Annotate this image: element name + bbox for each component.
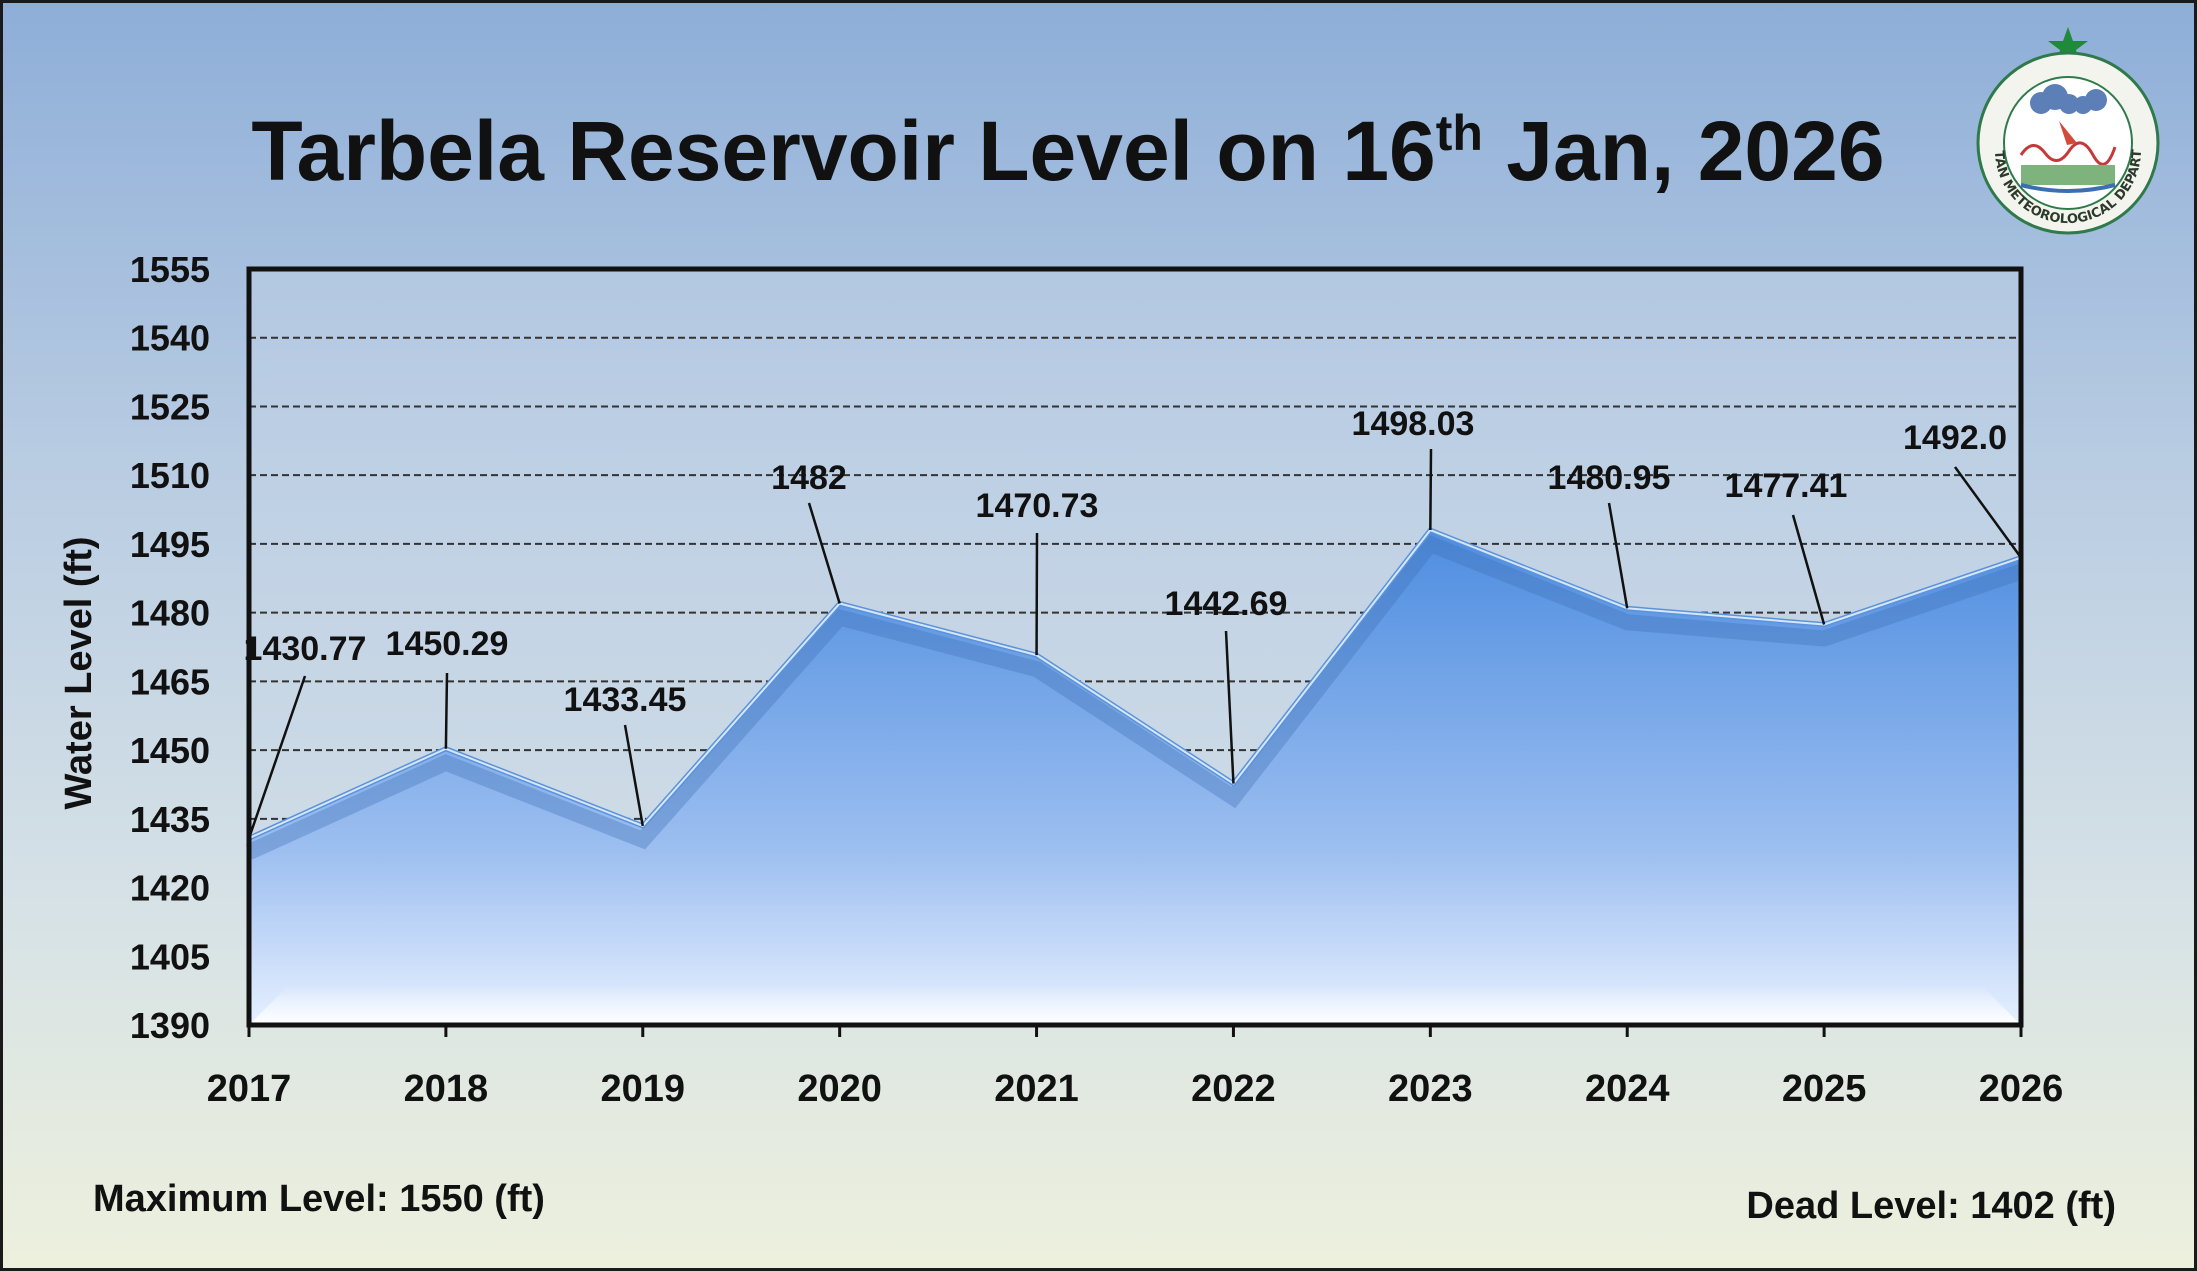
title-superscript: th <box>1435 105 1483 161</box>
y-tick-label: 1435 <box>130 799 210 840</box>
data-label: 1480.95 <box>1548 459 1671 497</box>
x-tick-label: 2023 <box>1388 1068 1473 1110</box>
chart-plot: 1390 1405 1420 1435 1450 1465 1480 1495 1510 1525… <box>58 249 2064 1110</box>
data-labels: 1430.77 1450.29 1433.45 1482 1470.73 1442.69 1… <box>244 405 2007 719</box>
y-tick-label: 1525 <box>130 386 210 427</box>
area-edge-highlight <box>248 529 2022 840</box>
y-tick-label: 1555 <box>130 249 210 290</box>
x-tick-label: 2026 <box>1979 1068 2064 1110</box>
x-tick-label: 2024 <box>1585 1068 1670 1110</box>
data-label: 1498.03 <box>1352 405 1475 443</box>
data-label: 1482 <box>771 459 847 497</box>
dead-level-note: Dead Level: 1402 (ft) <box>1746 1185 2116 1227</box>
title-prefix: Tarbela Reservoir Level on 16 <box>251 104 1436 198</box>
leader-line <box>1607 502 1629 609</box>
axes <box>246 266 2024 1037</box>
x-tick-label: 2017 <box>207 1068 292 1110</box>
label-leaders <box>247 448 2023 839</box>
data-label: 1477.41 <box>1725 467 1848 505</box>
data-label: 1442.69 <box>1165 585 1288 623</box>
y-tick-labels: 1390 1405 1420 1435 1450 1465 1480 1495 1510 1525… <box>130 249 210 1046</box>
y-axis-title: Water Level (ft) <box>58 536 100 809</box>
y-tick-label: 1510 <box>130 455 210 496</box>
data-label: 1433.45 <box>564 681 687 719</box>
leader-line <box>623 724 645 827</box>
data-label: 1430.77 <box>244 630 367 668</box>
y-tick-label: 1420 <box>130 868 210 909</box>
maximum-level-note: Maximum Level: 1550 (ft) <box>93 1178 545 1220</box>
data-label: 1492.0 <box>1903 419 2007 457</box>
star-icon <box>2048 27 2088 64</box>
x-tick-label: 2022 <box>1191 1068 1276 1110</box>
y-tick-label: 1450 <box>130 730 210 771</box>
cloud-icon <box>2030 84 2107 114</box>
leader-line <box>1429 448 1433 531</box>
y-tick-label: 1390 <box>130 1005 210 1046</box>
leader-line <box>247 675 307 839</box>
y-tick-label: 1465 <box>130 661 210 702</box>
x-tick-label: 2019 <box>601 1068 686 1110</box>
chart-title: Tarbela Reservoir Level on 16th Jan, 202… <box>3 103 2133 200</box>
leader-line <box>444 672 449 749</box>
area-bevel <box>245 534 2024 860</box>
y-tick-label: 1495 <box>130 524 210 565</box>
y-tick-label: 1405 <box>130 936 210 977</box>
title-suffix: Jan, 2026 <box>1482 104 1885 198</box>
leader-line <box>807 502 841 604</box>
x-tick-label: 2025 <box>1782 1068 1867 1110</box>
x-tick-labels: 2017 2018 2019 2020 2021 2022 2023 2024 2025 2026 <box>207 1068 2064 1110</box>
area-fill <box>249 530 2021 1025</box>
x-tick-label: 2018 <box>404 1068 489 1110</box>
pmd-logo: PAKISTAN METEOROLOGICAL DEPARTMENT <box>1963 25 2160 235</box>
data-label: 1470.73 <box>976 487 1099 525</box>
x-tick-label: 2020 <box>797 1068 882 1110</box>
leader-line <box>1224 630 1235 784</box>
data-label: 1450.29 <box>386 625 509 663</box>
y-tick-label: 1540 <box>130 318 210 359</box>
x-tick-label: 2021 <box>994 1068 1079 1110</box>
y-tick-label: 1480 <box>130 593 210 634</box>
area-series <box>245 527 2024 1025</box>
graph-icon <box>2019 141 2117 166</box>
area-floor <box>249 985 2021 1025</box>
leader-line <box>1953 466 2023 559</box>
leader-line <box>1791 514 1826 625</box>
